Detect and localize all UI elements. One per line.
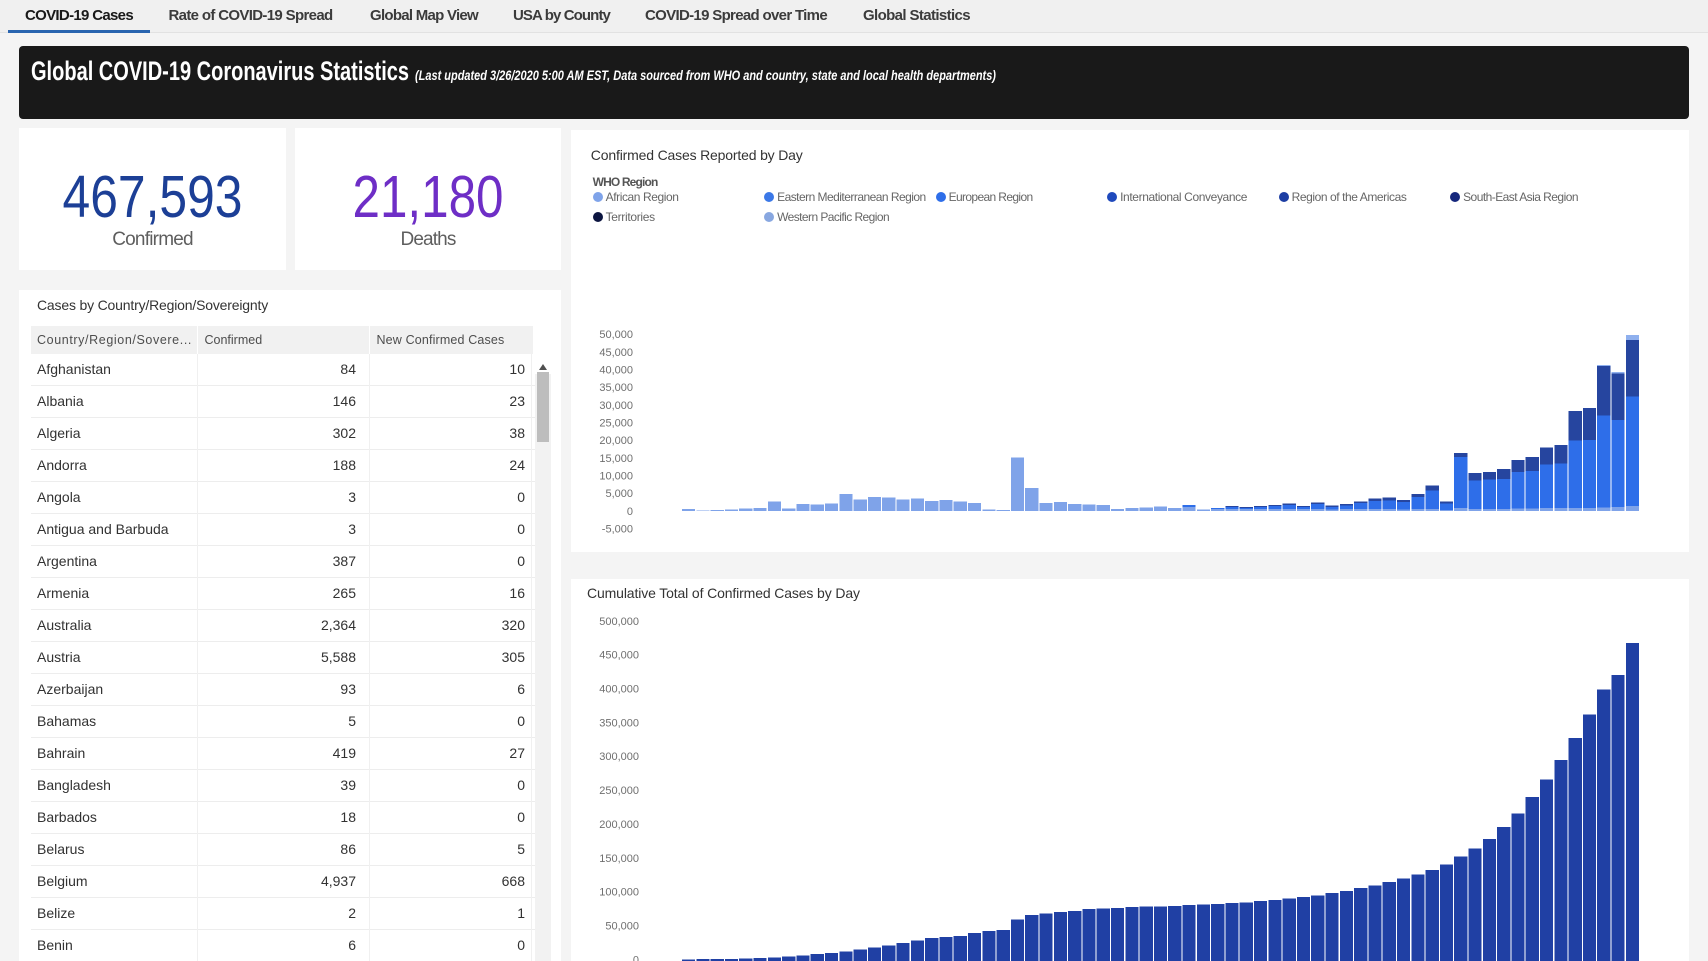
svg-text:20,000: 20,000 bbox=[599, 435, 633, 447]
svg-text:45,000: 45,000 bbox=[599, 347, 633, 359]
svg-text:30,000: 30,000 bbox=[599, 400, 633, 412]
svg-text:300,000: 300,000 bbox=[599, 751, 639, 763]
svg-text:200,000: 200,000 bbox=[599, 819, 639, 831]
svg-text:25,000: 25,000 bbox=[599, 418, 633, 430]
svg-text:0: 0 bbox=[627, 506, 633, 518]
svg-text:40,000: 40,000 bbox=[599, 365, 633, 377]
svg-text:450,000: 450,000 bbox=[599, 650, 639, 662]
svg-text:100,000: 100,000 bbox=[599, 887, 639, 899]
svg-text:150,000: 150,000 bbox=[599, 853, 639, 865]
svg-text:50,000: 50,000 bbox=[599, 329, 633, 341]
svg-text:250,000: 250,000 bbox=[599, 785, 639, 797]
svg-text:500,000: 500,000 bbox=[599, 616, 639, 628]
svg-text:400,000: 400,000 bbox=[599, 684, 639, 696]
svg-text:50,000: 50,000 bbox=[605, 920, 639, 932]
svg-text:0: 0 bbox=[633, 954, 639, 961]
svg-text:5,000: 5,000 bbox=[605, 488, 633, 500]
svg-text:35,000: 35,000 bbox=[599, 382, 633, 394]
svg-text:15,000: 15,000 bbox=[599, 453, 633, 465]
svg-text:350,000: 350,000 bbox=[599, 717, 639, 729]
svg-text:10,000: 10,000 bbox=[599, 471, 633, 483]
svg-text:-5,000: -5,000 bbox=[602, 524, 633, 536]
